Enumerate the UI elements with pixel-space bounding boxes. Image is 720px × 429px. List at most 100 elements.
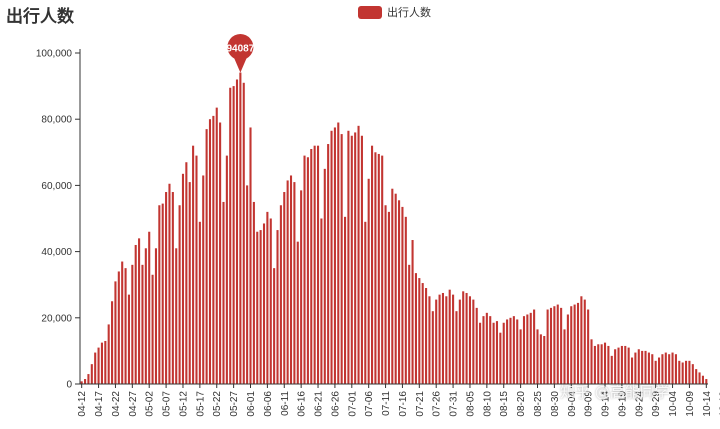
bar — [84, 379, 87, 384]
bar — [239, 72, 242, 384]
bar — [367, 178, 370, 384]
bar — [235, 79, 239, 384]
bar — [691, 364, 694, 384]
bar — [526, 314, 529, 384]
x-axis: 04-12 04-17 04-22 04-27 05-02 05-07 05-12 05-17… — [77, 383, 720, 417]
bar — [374, 152, 377, 384]
x-tick-label: 08-10 — [482, 391, 493, 417]
bar — [705, 379, 708, 384]
x-tick-label: 10-09 — [685, 391, 696, 417]
bar — [252, 201, 255, 384]
bar — [431, 311, 434, 384]
bar — [678, 360, 681, 384]
bar — [401, 206, 404, 384]
bar — [107, 324, 110, 384]
map-pin-icon — [227, 34, 254, 73]
y-tick-label: 100,000 — [36, 49, 73, 60]
bar — [485, 312, 488, 384]
x-tick-label: 04-12 — [77, 391, 88, 417]
bar — [573, 304, 576, 384]
bar — [418, 278, 421, 384]
bar — [138, 238, 141, 384]
x-tick-label: 06-01 — [246, 391, 257, 417]
bar — [570, 306, 573, 384]
bar — [624, 345, 627, 384]
x-tick-label: 09-14 — [601, 391, 612, 417]
legend-item[interactable]: 出行人数 — [358, 4, 431, 20]
bar — [695, 369, 698, 384]
bar — [192, 145, 195, 384]
bar — [543, 336, 546, 384]
y-tick-label: 80,000 — [41, 115, 72, 126]
x-tick-label: 10-04 — [668, 391, 679, 417]
bar — [688, 360, 691, 384]
bar — [97, 347, 100, 384]
bar — [229, 87, 232, 384]
bar — [161, 203, 164, 384]
bar — [387, 211, 390, 384]
bar — [556, 304, 559, 384]
x-tick-label: 09-09 — [584, 391, 595, 417]
bar — [425, 288, 428, 384]
bar — [124, 268, 127, 384]
bar — [634, 352, 637, 384]
bar — [202, 175, 205, 384]
x-tick-label: 06-26 — [330, 391, 341, 417]
bar — [448, 289, 451, 384]
bar — [607, 345, 610, 384]
bar — [289, 175, 293, 384]
bar — [117, 271, 120, 384]
bar — [121, 261, 124, 384]
bar — [472, 299, 475, 384]
bar — [185, 162, 188, 384]
x-tick-label: 07-11 — [381, 391, 392, 416]
bar — [273, 268, 276, 384]
bar — [80, 381, 83, 384]
bar — [452, 294, 455, 384]
bar — [539, 334, 542, 384]
bar — [587, 309, 590, 384]
bar — [445, 296, 448, 384]
bar — [681, 362, 684, 384]
bar — [215, 107, 218, 385]
bar — [104, 340, 107, 384]
bar — [509, 317, 512, 384]
bar — [499, 332, 502, 384]
bar — [408, 264, 411, 384]
x-tick-label: 04-27 — [128, 391, 139, 417]
bar — [360, 135, 363, 384]
x-tick-label: 08-05 — [465, 391, 476, 417]
bar — [428, 296, 431, 384]
y-tick-label: 40,000 — [41, 247, 72, 258]
bar — [168, 183, 171, 384]
bar — [232, 86, 235, 384]
bar — [404, 216, 407, 384]
bar — [151, 274, 154, 384]
bar — [340, 134, 343, 384]
bar — [435, 299, 438, 384]
bar — [337, 122, 340, 384]
bar — [593, 345, 596, 384]
legend-swatch-icon — [358, 5, 382, 19]
bar — [188, 182, 191, 384]
x-tick-label: 06-21 — [314, 391, 325, 417]
bar — [306, 157, 309, 384]
bar — [637, 349, 640, 384]
bar — [421, 283, 424, 384]
bar — [100, 342, 103, 385]
bar — [553, 306, 556, 384]
x-tick-label: 05-12 — [178, 391, 189, 417]
bar — [438, 294, 441, 384]
bar — [249, 127, 252, 384]
bar — [242, 82, 245, 384]
bar — [154, 248, 158, 384]
x-tick-label: 08-20 — [516, 391, 527, 417]
x-tick-label: 08-25 — [533, 391, 544, 417]
bar — [563, 329, 566, 384]
bar — [654, 360, 657, 384]
bar — [259, 230, 262, 384]
bar — [195, 155, 198, 384]
bar — [674, 354, 677, 384]
y-tick-label: 20,000 — [41, 313, 72, 324]
